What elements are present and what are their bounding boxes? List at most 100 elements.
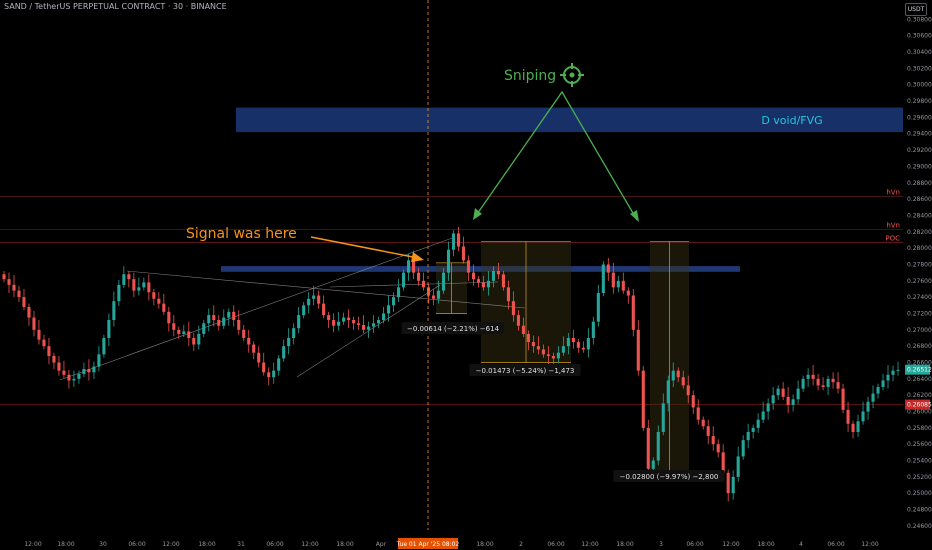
candle-body — [342, 317, 346, 322]
candle-body — [287, 337, 291, 347]
price-tick: 0.29400 — [907, 131, 932, 138]
candle-body — [591, 321, 595, 338]
candle-body — [801, 378, 805, 389]
candle-body — [561, 346, 565, 353]
time-tick: 18:00 — [616, 541, 633, 548]
candle-body — [17, 290, 21, 298]
measure-bg — [401, 322, 505, 334]
candle-body — [257, 352, 261, 363]
time-tick: 06:00 — [128, 541, 145, 548]
candle-body — [781, 388, 785, 397]
candle-body — [621, 280, 625, 291]
candle-body — [626, 290, 630, 296]
candle-body — [611, 272, 615, 288]
candle-body — [861, 411, 865, 422]
candle-body — [606, 264, 610, 273]
time-tick: 30 — [99, 541, 107, 548]
candle-body — [536, 346, 540, 350]
candle-body — [531, 342, 535, 347]
signal-label: Signal was here — [186, 226, 297, 242]
unit-badge[interactable]: USDT — [905, 3, 927, 16]
candle-body — [766, 403, 770, 412]
candle-body — [771, 395, 775, 404]
candle-body — [756, 419, 760, 428]
candle-body — [551, 355, 555, 359]
candle-body — [491, 270, 496, 281]
price-tick: 0.28800 — [907, 180, 932, 187]
candle-body — [22, 297, 26, 307]
candle-body — [147, 282, 151, 293]
candle-body — [217, 320, 221, 326]
candle-body — [736, 456, 740, 477]
candle-body — [37, 329, 41, 340]
time-tick: 18:00 — [198, 541, 215, 548]
candle-body — [471, 272, 476, 280]
time-tick: 4 — [799, 541, 803, 548]
candle-body — [167, 311, 171, 324]
price-tick: 0.29000 — [907, 163, 932, 170]
candle-body — [272, 370, 276, 378]
price-tick: 0.27600 — [907, 278, 932, 285]
price-tick: 0.25800 — [907, 425, 932, 432]
price-tick: 0.30000 — [907, 82, 932, 89]
candle-body — [406, 260, 411, 273]
candle-body — [746, 431, 750, 441]
level-label: POC — [885, 234, 900, 242]
candle-body — [616, 280, 620, 288]
candle-body — [411, 260, 416, 273]
price-tick: 0.29200 — [907, 147, 932, 154]
price-tick: 0.24600 — [907, 523, 932, 530]
candle-body — [811, 374, 815, 379]
candle-body — [751, 427, 755, 432]
candle-body — [82, 369, 86, 374]
candle-body — [696, 407, 700, 420]
price-tick: 0.28600 — [907, 196, 932, 203]
candle-body — [791, 399, 795, 405]
candle-body — [731, 476, 735, 494]
candle-body — [726, 472, 730, 494]
price-axis-bg — [903, 0, 932, 550]
candle-body — [47, 346, 51, 356]
time-tick: 2 — [519, 541, 523, 548]
time-tick: 06:00 — [827, 541, 844, 548]
candle-body — [392, 297, 396, 306]
candle-body — [701, 419, 705, 427]
time-tick: Apr — [376, 541, 387, 548]
candle-body — [681, 377, 685, 386]
time-tick: 18:00 — [476, 541, 493, 548]
price-tick: 0.25400 — [907, 458, 932, 465]
candle-body — [317, 295, 321, 304]
candle-body — [421, 280, 426, 288]
time-tick: 12:00 — [722, 541, 739, 548]
sniping-label: Sniping — [504, 68, 556, 84]
price-tick: 0.25600 — [907, 441, 932, 448]
candle-body — [57, 362, 61, 371]
candle-body — [821, 385, 825, 388]
measure-label: −0.01473 (−5.24%) −1,473 — [476, 367, 575, 375]
measure-bg — [469, 364, 581, 376]
candle-body — [446, 249, 451, 273]
time-tick: 3 — [659, 541, 663, 548]
horizontal-levels: hVn hVn POC — [0, 189, 903, 405]
candle-body — [332, 320, 336, 326]
candle-body — [162, 303, 166, 312]
price-tick: 0.28200 — [907, 229, 932, 236]
candle-body — [856, 421, 860, 432]
candle-body — [32, 317, 36, 330]
target-dot — [569, 72, 575, 78]
candle-body — [881, 380, 885, 388]
candle-body — [282, 346, 286, 359]
candle-body — [636, 329, 640, 371]
price-tick: 0.27200 — [907, 310, 932, 317]
candle-body — [62, 370, 66, 375]
candle-body — [496, 270, 500, 275]
candle-body — [382, 313, 386, 321]
sniping-arrow-right — [630, 210, 639, 222]
price-tick: 0.25200 — [907, 474, 932, 481]
signal-arrow-shaft — [310, 236, 419, 259]
candle-body — [97, 354, 101, 367]
candle-body — [586, 337, 590, 350]
price-tick: 0.30400 — [907, 49, 932, 56]
candle-body — [52, 355, 56, 363]
